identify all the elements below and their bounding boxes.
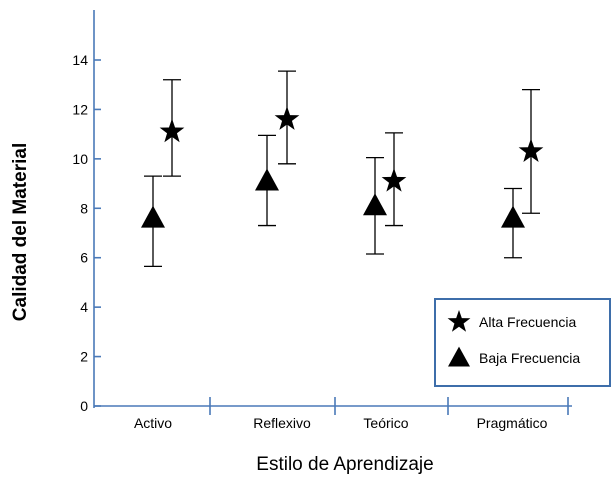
legend-label: Alta Frecuencia xyxy=(479,314,576,330)
y-tick-label: 0 xyxy=(80,398,88,414)
y-ticks: 0 2 4 6 8 10 12 14 xyxy=(72,52,101,414)
triangle-marker xyxy=(363,193,387,216)
triangle-marker xyxy=(501,205,525,228)
x-category-label: Teórico xyxy=(363,415,408,431)
data-point-group xyxy=(141,175,165,268)
data-point-group xyxy=(518,89,544,214)
x-axis-label: Estilo de Aprendizaje xyxy=(256,454,433,475)
y-axis-label: Calidad del Material xyxy=(10,143,31,321)
y-tick-label: 6 xyxy=(80,250,88,266)
triangle-marker xyxy=(255,168,279,191)
x-category-label: Activo xyxy=(134,415,172,431)
legend-star-icon xyxy=(447,310,471,332)
data-point-group xyxy=(255,134,279,227)
y-tick-label: 12 xyxy=(72,101,88,117)
y-tick-label: 14 xyxy=(72,52,88,68)
data-point-group xyxy=(381,132,407,227)
data-point-group xyxy=(363,156,387,255)
legend: Alta Frecuencia Baja Frecuencia xyxy=(434,298,611,387)
star-marker xyxy=(274,106,300,130)
star-marker xyxy=(518,138,544,162)
x-categories: Activo Reflexivo Teórico Pragmático xyxy=(134,415,548,431)
data-point-group xyxy=(501,187,525,259)
legend-label: Baja Frecuencia xyxy=(479,350,580,366)
y-tick-label: 4 xyxy=(80,299,88,315)
legend-box xyxy=(434,298,611,387)
y-tick-label: 10 xyxy=(72,151,88,167)
star-marker xyxy=(159,118,185,143)
x-category-label: Pragmático xyxy=(477,415,548,431)
x-category-label: Reflexivo xyxy=(253,415,311,431)
data-marks xyxy=(141,70,544,268)
legend-triangle-icon xyxy=(448,346,470,367)
data-point-group xyxy=(274,70,300,165)
data-point-group xyxy=(159,79,185,177)
star-marker xyxy=(381,168,407,192)
y-tick-label: 2 xyxy=(80,349,88,365)
triangle-marker xyxy=(141,205,165,228)
y-tick-label: 8 xyxy=(80,200,88,216)
